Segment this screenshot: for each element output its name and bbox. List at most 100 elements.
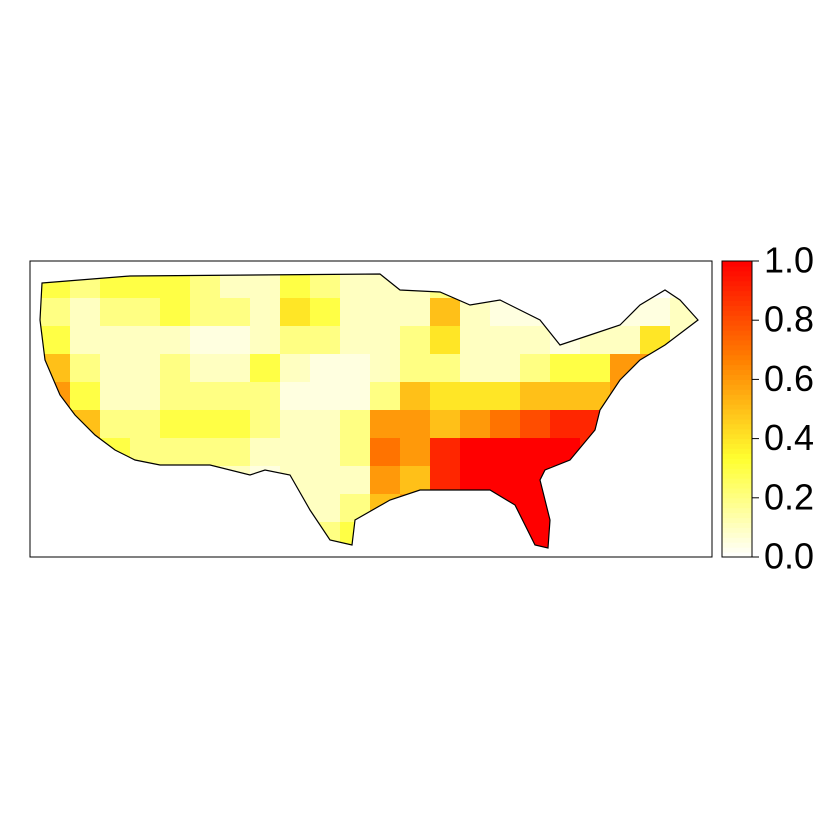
heat-cell [160, 354, 191, 383]
colorbar-step [722, 463, 752, 469]
heat-cell [190, 382, 221, 411]
heat-cell [460, 438, 491, 467]
colorbar-step [722, 261, 752, 267]
heat-cell [520, 494, 551, 523]
heat-cell [190, 274, 221, 299]
heat-cell [220, 298, 251, 327]
heat-cell [490, 326, 521, 355]
heat-cell [400, 438, 431, 467]
heat-cell [70, 382, 101, 411]
colorbar-step [722, 389, 752, 395]
colorbar-step [722, 507, 752, 514]
colorbar-step [722, 428, 752, 435]
heat-cell [430, 382, 461, 411]
heat-cells [40, 274, 698, 548]
heat-cell [280, 354, 311, 383]
heat-cell [430, 438, 461, 467]
heat-cell [310, 354, 341, 383]
heat-cell [130, 410, 161, 439]
heat-cell [340, 326, 371, 355]
colorbar-step [722, 339, 752, 346]
colorbar-step [722, 384, 752, 390]
heat-cell [40, 382, 71, 411]
heat-cell [490, 466, 521, 495]
heat-cell [70, 298, 101, 327]
heat-cell [340, 494, 371, 523]
heat-cell [250, 494, 281, 523]
colorbar-step [722, 418, 752, 425]
colorbar-step [722, 285, 752, 292]
heat-cell [100, 298, 131, 327]
heat-cell [430, 410, 461, 439]
heat-cell [370, 466, 401, 495]
colorbar-tick-label: 0.8 [764, 299, 814, 340]
heat-cell [430, 326, 461, 355]
heat-cell [130, 274, 161, 299]
heat-cell [550, 466, 581, 495]
heat-cell [160, 274, 191, 299]
colorbar-step [722, 443, 752, 449]
colorbar-step [722, 359, 752, 366]
heat-cell [370, 410, 401, 439]
colorbar-step [722, 423, 752, 430]
colorbar-step [722, 497, 752, 504]
us-outline [39, 273, 699, 549]
heat-cell [310, 494, 341, 523]
heat-cell [610, 354, 641, 383]
heat-cell [160, 298, 191, 327]
heat-cell [100, 354, 131, 383]
heat-cell [310, 298, 341, 327]
heat-cell [460, 494, 491, 523]
heat-cell [190, 466, 221, 495]
heat-cell [250, 382, 281, 411]
colorbar-tick-label: 0.6 [764, 358, 814, 399]
colorbar-step [722, 354, 752, 361]
colorbar-step [722, 473, 752, 479]
heat-cell [520, 382, 551, 411]
heat-cell [370, 326, 401, 355]
colorbar-step [722, 310, 752, 316]
colorbar-step [722, 265, 752, 272]
heat-cell [340, 438, 371, 467]
colorbar-frame [721, 260, 753, 558]
heat-cell [310, 326, 341, 355]
heat-cell [130, 382, 161, 411]
heat-cell [370, 298, 401, 327]
colorbar-step [722, 275, 752, 282]
heat-cell [220, 410, 251, 439]
heat-cell [310, 522, 341, 548]
heat-cell [40, 274, 71, 299]
colorbar-step [722, 522, 752, 528]
heat-cell [490, 410, 521, 439]
heat-cell [310, 274, 341, 299]
heat-cell [490, 438, 521, 467]
colorbar-step [722, 295, 752, 301]
colorbar-step [722, 532, 752, 538]
heat-cell [370, 354, 401, 383]
colorbar-step [722, 433, 752, 440]
heat-cell [100, 326, 131, 355]
heat-cell [340, 382, 371, 411]
heat-cell [100, 274, 131, 299]
heat-cell [340, 354, 371, 383]
heat-cell [580, 354, 611, 383]
colorbar-step [722, 453, 752, 459]
heat-cell [490, 494, 521, 523]
heat-cell [280, 410, 311, 439]
heat-cell [340, 298, 371, 327]
heat-cell [550, 410, 581, 439]
heat-cell [70, 274, 101, 299]
heat-cell [580, 410, 611, 439]
heat-cell [250, 326, 281, 355]
colorbar: 0.0 0.2 0.4 0.6 0.8 1.0 [722, 240, 814, 577]
colorbar-step [722, 290, 752, 297]
heat-cell [430, 494, 461, 523]
colorbar-step [722, 483, 752, 489]
heat-cell [550, 382, 581, 411]
colorbar-step [722, 492, 752, 499]
heat-cell [280, 438, 311, 467]
heat-cell [160, 466, 191, 495]
colorbar-step [722, 409, 752, 415]
colorbar-step [722, 325, 752, 331]
